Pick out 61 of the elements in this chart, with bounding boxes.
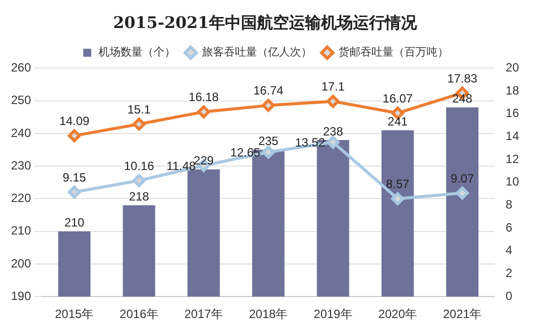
data-label: 13.52 <box>294 136 326 150</box>
x-tick-label: 2021年 <box>442 307 482 322</box>
data-label: 16.18 <box>188 90 220 104</box>
point <box>456 186 469 200</box>
x-tick-label: 2016年 <box>120 307 158 322</box>
data-label: 12.65 <box>230 145 261 160</box>
x-tick-label: 2017年 <box>184 307 224 322</box>
data-label: 218 <box>129 190 150 204</box>
y2-tick-label: 14 <box>506 129 520 144</box>
data-label: 11.48 <box>166 158 196 173</box>
point <box>132 118 146 131</box>
data-label: 17.83 <box>447 71 478 86</box>
data-label: 16.74 <box>253 84 284 98</box>
y-tick-label: 240 <box>10 126 32 140</box>
y-tick-label: 220 <box>10 191 32 206</box>
point <box>326 136 340 149</box>
data-label: 248 <box>452 92 473 106</box>
data-label: 16.07 <box>382 91 413 106</box>
data-label: 241 <box>388 114 408 129</box>
point <box>132 174 146 188</box>
data-label: 14.09 <box>59 114 90 128</box>
x-tick-label: 2018年 <box>248 307 288 322</box>
data-label: 9.15 <box>62 170 86 184</box>
chart-title: 2015-2021年中国航空运输机场运行情况 <box>113 12 418 32</box>
x-tick-label: 2019年 <box>314 307 352 322</box>
point <box>262 98 275 112</box>
data-label: 8.57 <box>386 177 410 192</box>
legend-label: 旅客吞吐量（亿人次） <box>202 46 312 59</box>
y2-tick-label: 4 <box>506 243 513 258</box>
y-tick-label: 260 <box>10 60 32 75</box>
x-tick-label: 2020年 <box>378 307 418 322</box>
y2-tick-label: 12 <box>506 152 520 166</box>
x-tick-label: 2015年 <box>55 307 94 322</box>
point <box>262 146 275 159</box>
y2-tick-label: 18 <box>506 83 520 98</box>
y2-tick-label: 20 <box>506 60 520 75</box>
y2-tick-label: 6 <box>506 220 513 234</box>
data-label: 10.16 <box>124 158 154 173</box>
y-tick-label: 190 <box>10 288 32 303</box>
data-label: 15.1 <box>127 102 152 116</box>
point <box>197 105 210 118</box>
y2-tick-label: 10 <box>506 174 520 189</box>
y2-tick-label: 16 <box>506 106 520 120</box>
data-label: 238 <box>322 124 344 138</box>
data-label: 17.1 <box>321 80 345 94</box>
y2-tick-label: 2 <box>506 266 513 280</box>
point <box>68 186 81 199</box>
point <box>68 129 81 142</box>
legend-label: 货邮吞吐量（百万吨） <box>338 46 448 59</box>
y-tick-label: 230 <box>10 158 32 172</box>
y2-tick-label: 8 <box>506 198 513 212</box>
y-tick-label: 200 <box>10 256 32 270</box>
point <box>391 192 404 206</box>
data-label: 210 <box>64 216 85 230</box>
legend-label: 机场数量（个） <box>98 46 176 59</box>
point <box>326 94 340 108</box>
y2-tick-label: 0 <box>506 288 513 303</box>
data-label: 235 <box>258 134 279 148</box>
y-tick-label: 210 <box>10 224 32 238</box>
data-label: 9.07 <box>450 171 474 186</box>
y-tick-label: 250 <box>10 93 32 108</box>
